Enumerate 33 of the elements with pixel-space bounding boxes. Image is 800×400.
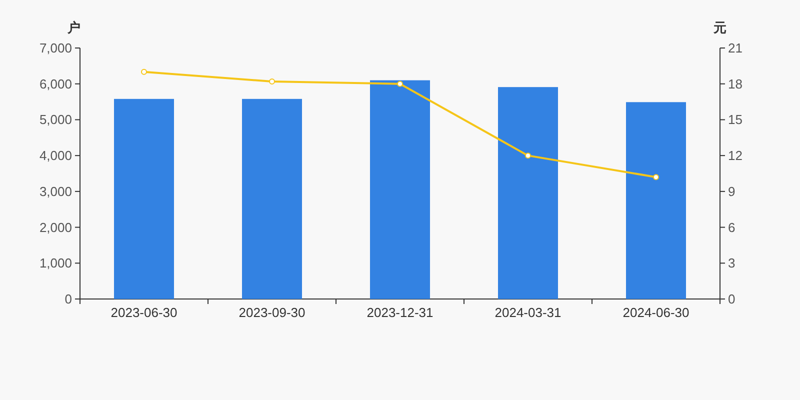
point xyxy=(141,68,147,75)
y2-tick-label: 21 xyxy=(728,40,742,56)
bar xyxy=(498,87,558,299)
y-tick-label: 7,000 xyxy=(39,40,72,56)
point xyxy=(525,152,531,159)
bar xyxy=(370,80,430,299)
bar xyxy=(242,98,302,299)
y-tick-label: 3,000 xyxy=(39,184,72,199)
y2-tick-label: 12 xyxy=(728,148,742,164)
y2-tick-label: 9 xyxy=(728,184,736,199)
bar xyxy=(114,98,174,299)
point xyxy=(397,80,403,87)
y2-tick-label: 15 xyxy=(728,112,742,128)
x-tick-label: 2023-12-31 xyxy=(366,305,434,320)
y2-tick-label: 6 xyxy=(728,220,736,235)
y2-tick-label: 0 xyxy=(728,292,736,306)
y-tick-label: 1,000 xyxy=(39,256,72,271)
y2-tick-label: 3 xyxy=(728,256,736,271)
y-axis-title: 户 xyxy=(66,20,80,35)
y-tick-label: 6,000 xyxy=(39,76,72,92)
point xyxy=(269,78,275,84)
x-tick-label: 2023-09-30 xyxy=(238,305,306,320)
x-tick-label: 2023-06-30 xyxy=(110,305,178,320)
bar xyxy=(626,102,686,299)
point xyxy=(653,174,659,180)
x-tick-label: 2024-06-30 xyxy=(622,305,690,320)
x-tick-label: 2024-03-31 xyxy=(494,305,562,320)
y2-tick-label: 18 xyxy=(728,76,742,92)
y-tick-label: 4,000 xyxy=(39,148,72,164)
y2-axis-title: 元 xyxy=(712,20,726,35)
y-tick-label: 2,000 xyxy=(39,220,72,235)
y-tick-label: 0 xyxy=(64,292,72,306)
y-tick-label: 5,000 xyxy=(39,112,72,128)
